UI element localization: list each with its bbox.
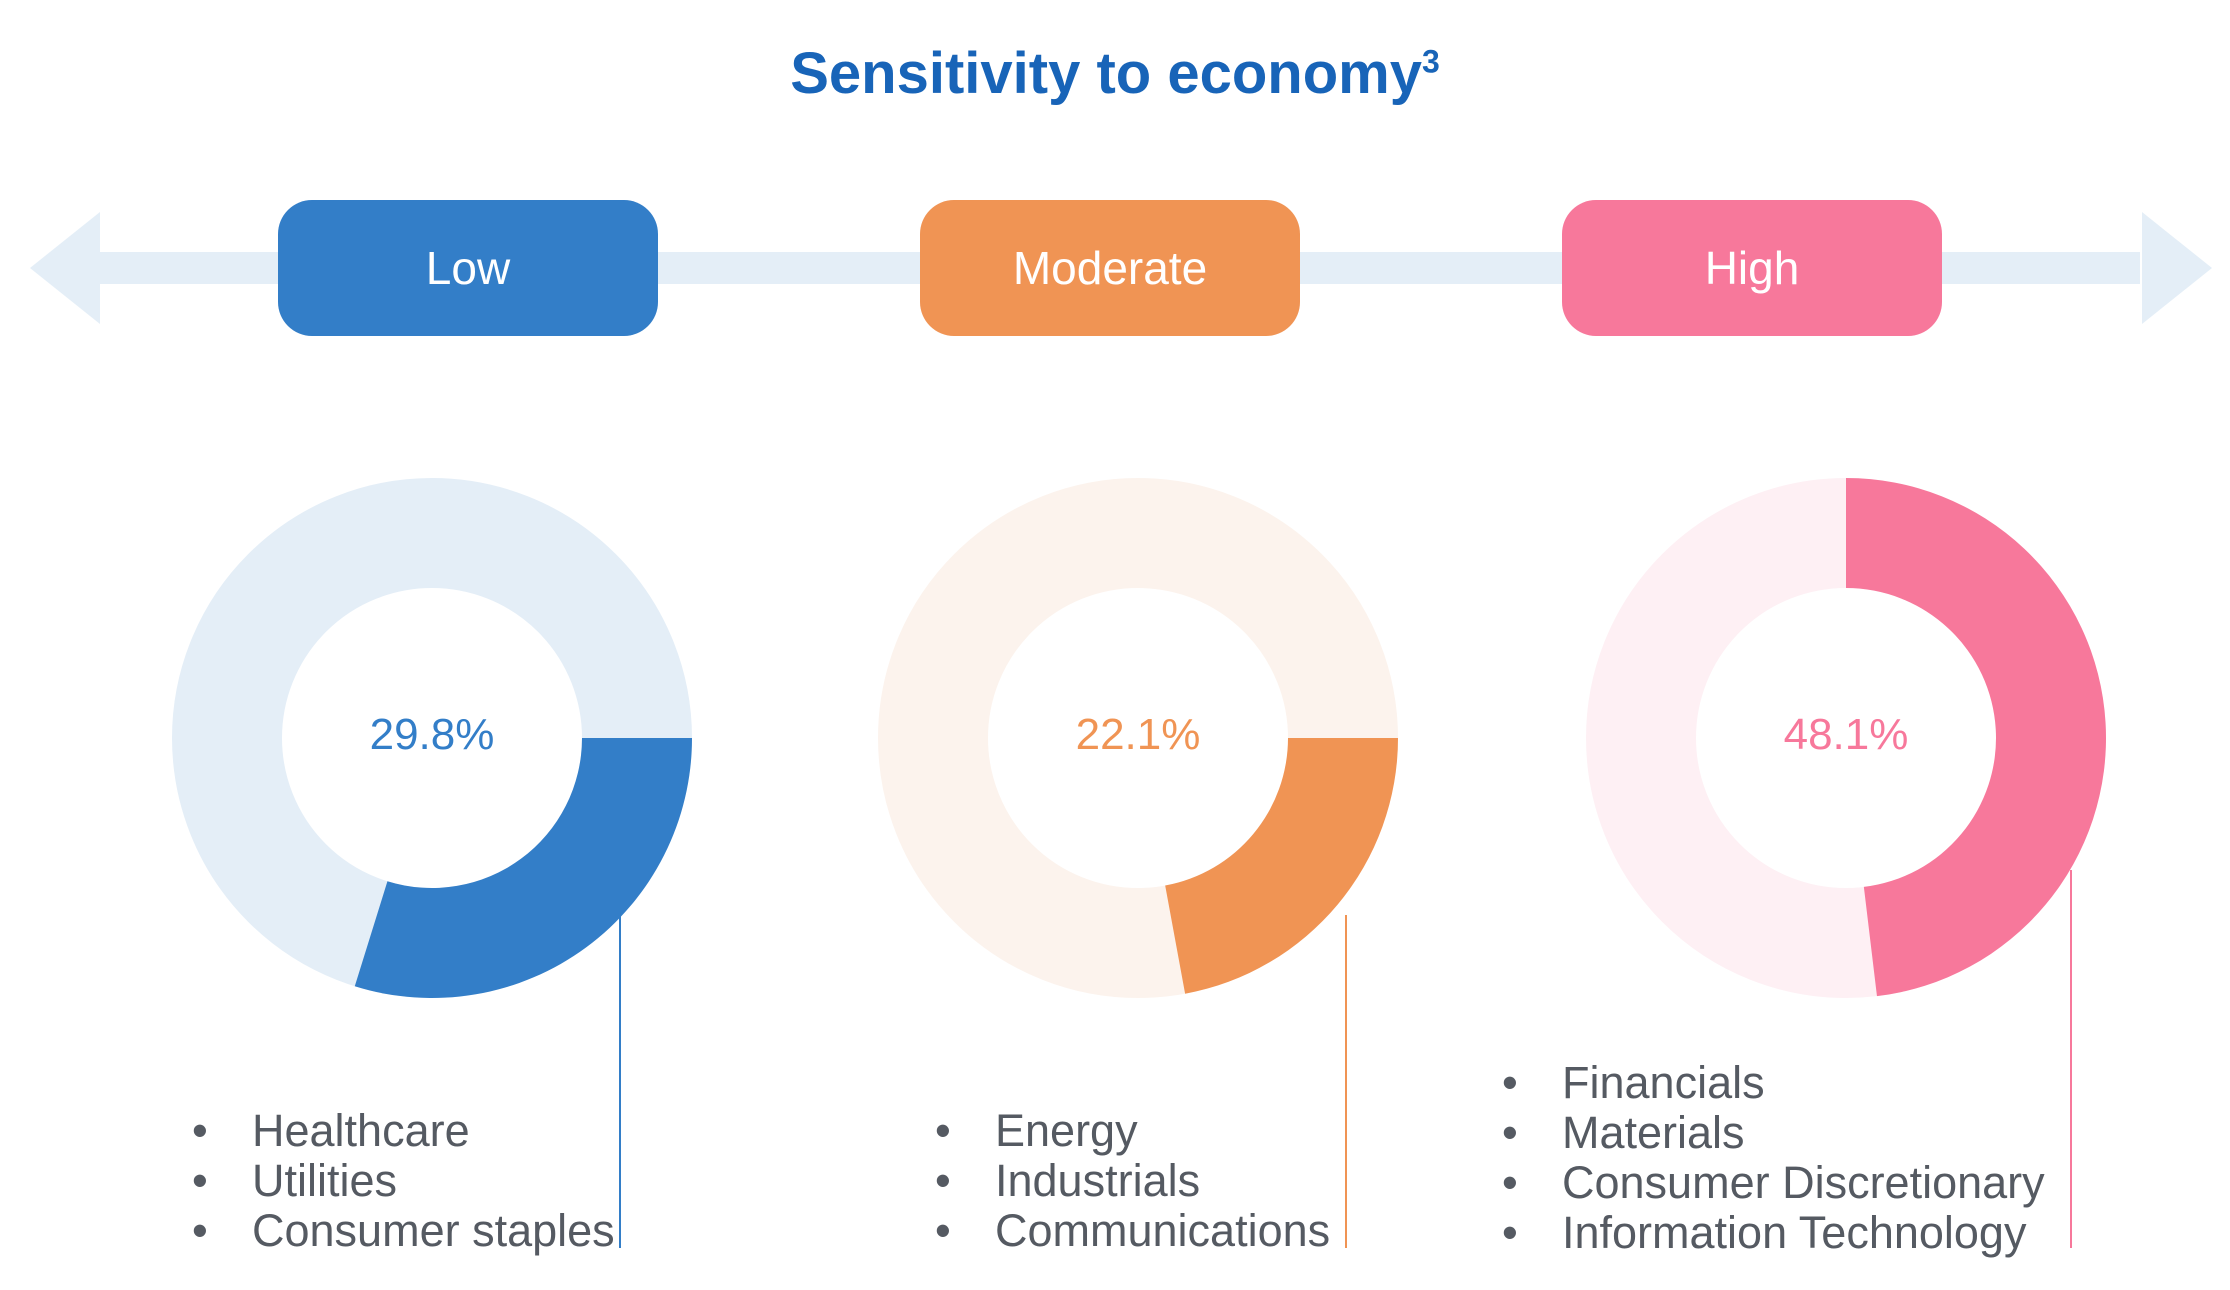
category-pill-high: High [1562, 200, 1942, 336]
sector-list-item: Materials [1490, 1108, 2045, 1159]
sector-list-item: Healthcare [180, 1106, 615, 1157]
sector-list-low: HealthcareUtilitiesConsumer staples [180, 1106, 615, 1257]
category-pill-moderate: Moderate [920, 200, 1300, 336]
donut-slice-low [354, 738, 692, 998]
category-pill-low: Low [278, 200, 658, 336]
chart-title-text: Sensitivity to economy [790, 41, 1422, 106]
sector-list-item: Financials [1490, 1058, 2045, 1109]
sector-list-item: Consumer staples [180, 1206, 615, 1257]
sector-list-moderate: EnergyIndustrialsCommunications [923, 1106, 1330, 1257]
donut-value-label-high: 48.1% [1783, 710, 1909, 759]
sector-list-item: Consumer Discretionary [1490, 1158, 2045, 1209]
sector-list-item: Communications [923, 1206, 1330, 1257]
sector-list-item: Energy [923, 1106, 1330, 1157]
axis-arrow-left-icon [30, 212, 100, 324]
donut-value-label-low: 29.8% [369, 710, 495, 759]
donut-value-label-moderate: 22.1% [1075, 710, 1201, 759]
sector-list-item: Information Technology [1490, 1208, 2045, 1259]
chart-title: Sensitivity to economy3 [0, 40, 2230, 107]
axis-arrow-right-icon [2142, 212, 2212, 324]
sector-list-high: FinancialsMaterialsConsumer Discretionar… [1490, 1058, 2045, 1259]
donut-slice-high [1846, 478, 2106, 997]
title-footnote-marker: 3 [1421, 43, 1440, 80]
sector-list-item: Utilities [180, 1156, 615, 1207]
donut-slice-moderate [1165, 738, 1398, 994]
sector-list-item: Industrials [923, 1156, 1330, 1207]
